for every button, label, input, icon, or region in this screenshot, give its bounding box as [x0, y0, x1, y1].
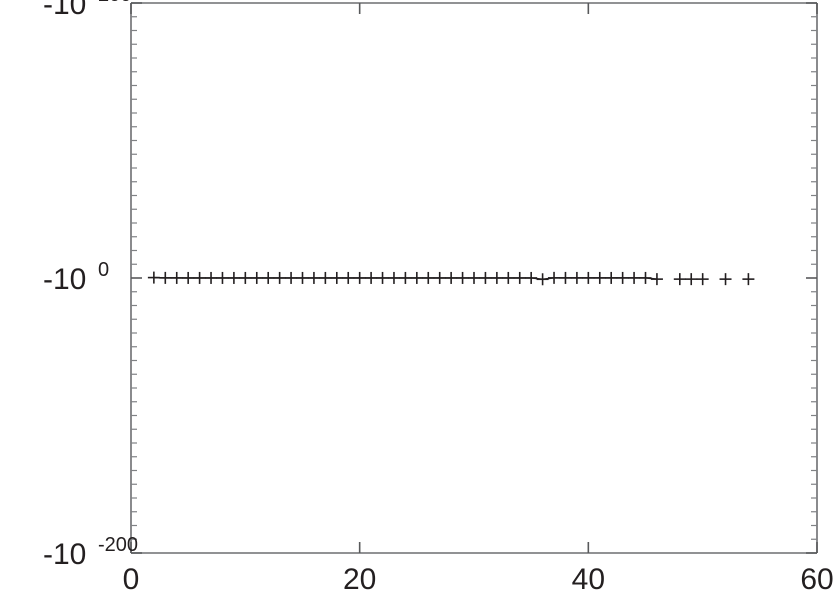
y-tick-label: -10 0 — [43, 259, 109, 296]
y-tick-exponent: 200 — [98, 0, 131, 6]
y-tick-base: -10 — [43, 538, 86, 571]
y-tick-label: -10 -200 — [43, 534, 138, 571]
x-tick-label: 0 — [123, 563, 140, 596]
y-tick-base: -10 — [43, 263, 86, 296]
y-tick-exponent: -200 — [98, 534, 138, 556]
y-tick-base: -10 — [43, 0, 86, 21]
x-tick-label: 40 — [572, 563, 605, 596]
x-tick-label: 60 — [800, 563, 833, 596]
axis-ticks — [130, 2, 818, 554]
axis-tick-labels: -10 -200 -10 0 -10 200 0 20 40 60 — [43, 0, 834, 596]
x-tick-label: 20 — [343, 563, 376, 596]
y-tick-label: -10 200 — [43, 0, 131, 21]
y-tick-exponent: 0 — [98, 259, 109, 281]
data-series — [147, 271, 755, 286]
